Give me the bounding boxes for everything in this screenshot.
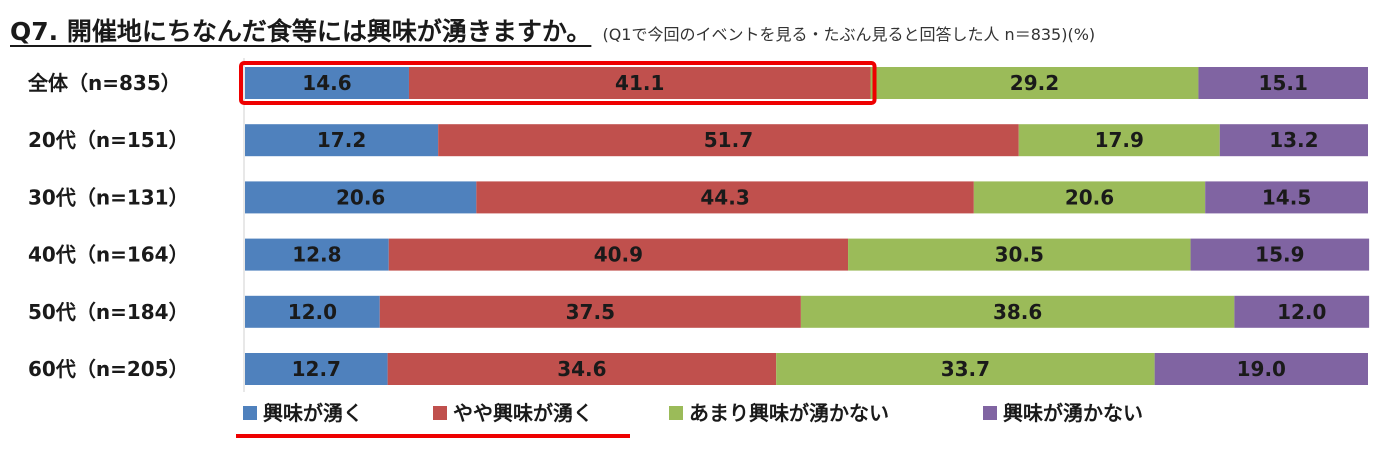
data-label: 12.0 (288, 300, 337, 324)
highlight-box (239, 61, 877, 105)
data-label: 51.7 (704, 128, 753, 152)
bar-segment (776, 353, 1155, 385)
bar-segment (1205, 181, 1368, 214)
bar-segment (1018, 124, 1220, 157)
bar-segment (245, 295, 380, 328)
data-label: 15.1 (1259, 71, 1308, 95)
category-label: 20代（n=151） (28, 128, 189, 152)
bar-segment (870, 67, 1199, 99)
data-label: 30.5 (995, 243, 1044, 267)
data-label: 12.8 (292, 243, 341, 267)
data-label: 20.6 (336, 185, 385, 209)
data-label: 12.7 (292, 357, 341, 381)
data-label: 19.0 (1237, 357, 1286, 381)
bar-segment (848, 238, 1191, 271)
bar-segment (245, 353, 388, 385)
data-label: 37.5 (566, 300, 615, 324)
chart-subtitle: (Q1で今回のイベントを見る・たぶん見ると回答した人 n＝835)(%) (602, 25, 1096, 44)
bar-segment (1190, 238, 1370, 271)
bar-segment (245, 238, 389, 271)
data-label: 20.6 (1065, 185, 1114, 209)
legend-swatch (983, 406, 997, 420)
legend-label: あまり興味が湧かない (689, 401, 889, 425)
data-label: 40.9 (594, 243, 643, 267)
bar-segment (1219, 124, 1368, 157)
data-label: 12.0 (1277, 300, 1326, 324)
data-label: 13.2 (1269, 128, 1318, 152)
legend-swatch (243, 406, 257, 420)
chart-title-row: Q7. 開催地にちなんだ食等には興味が湧きますか。 (Q1で今回のイベントを見る… (10, 12, 1096, 46)
category-label: 30代（n=131） (28, 185, 189, 209)
bar-segment (1234, 295, 1370, 328)
bar-segment (408, 67, 871, 99)
bar-segment (245, 67, 409, 99)
data-label: 17.9 (1095, 128, 1144, 152)
data-label: 41.1 (615, 71, 664, 95)
bar-segment (1198, 67, 1368, 99)
bar-segment (387, 353, 777, 385)
chart-title: Q7. 開催地にちなんだ食等には興味が湧きますか。 (10, 17, 592, 46)
data-label: 38.6 (993, 300, 1042, 324)
category-label: 40代（n=164） (28, 243, 189, 267)
bar-segment (245, 181, 477, 214)
data-label: 14.6 (302, 71, 351, 95)
category-label: 50代（n=184） (28, 300, 189, 324)
bar-segment (476, 181, 974, 214)
data-label: 14.5 (1262, 185, 1311, 209)
data-label: 34.6 (557, 357, 606, 381)
bar-segment (388, 238, 849, 271)
legend-swatch (433, 406, 447, 420)
bar-segment (1154, 353, 1368, 385)
bar-segment (245, 124, 439, 157)
data-label: 15.9 (1255, 243, 1304, 267)
legend-label: 興味が湧く (263, 401, 363, 425)
data-label: 17.2 (317, 128, 366, 152)
bar-segment (379, 295, 801, 328)
data-label: 44.3 (700, 185, 749, 209)
category-label: 60代（n=205） (28, 357, 189, 381)
bar-segment (800, 295, 1235, 328)
legend-swatch (669, 406, 683, 420)
bar-segment (438, 124, 1019, 157)
category-label: 全体（n=835） (27, 71, 181, 95)
data-label: 33.7 (941, 357, 990, 381)
legend-label: 興味が湧かない (1003, 401, 1143, 425)
data-label: 29.2 (1010, 71, 1059, 95)
legend-label: やや興味が湧く (453, 401, 593, 425)
bar-segment (973, 181, 1206, 214)
